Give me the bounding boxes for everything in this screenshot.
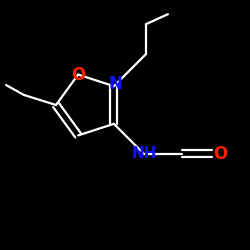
Text: O: O xyxy=(213,145,227,163)
Text: NH: NH xyxy=(131,146,157,161)
Text: O: O xyxy=(71,66,85,84)
Text: N: N xyxy=(109,75,123,93)
